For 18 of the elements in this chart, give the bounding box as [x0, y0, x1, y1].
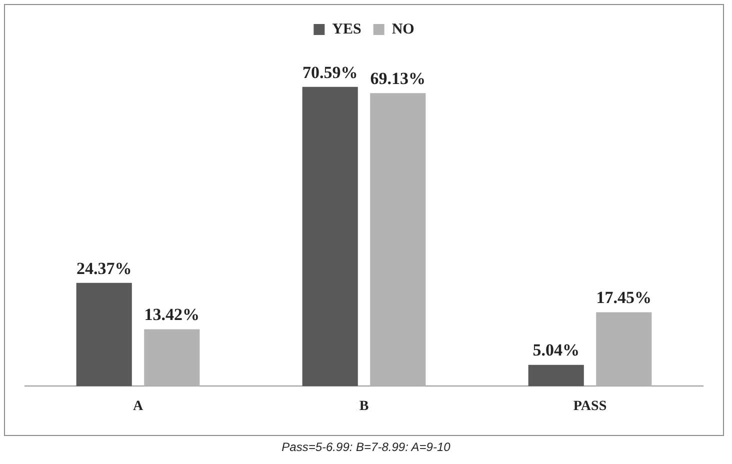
- text: Pass=5-6.99: B=7-8.99: A=9-10: [280, 440, 452, 454]
- x-tick-label: A: [132, 399, 144, 414]
- legend-label: YES: [332, 21, 362, 38]
- bar: [144, 329, 200, 386]
- data-label: 70.59%: [302, 62, 358, 82]
- data-label: 5.04%: [532, 340, 580, 360]
- legend-label: NO: [392, 21, 414, 38]
- data-label: 13.42%: [144, 305, 200, 324]
- bar: [528, 364, 584, 386]
- bar: [76, 282, 132, 386]
- x-tick-label: PASS: [573, 399, 607, 414]
- bar: [596, 312, 652, 386]
- x-tick-label: B: [359, 399, 369, 414]
- data-label: 24.37%: [76, 258, 132, 278]
- data-label: 17.45%: [596, 288, 652, 308]
- data-label: 69.13%: [370, 68, 426, 88]
- bar: [370, 93, 426, 386]
- bar: [302, 86, 358, 386]
